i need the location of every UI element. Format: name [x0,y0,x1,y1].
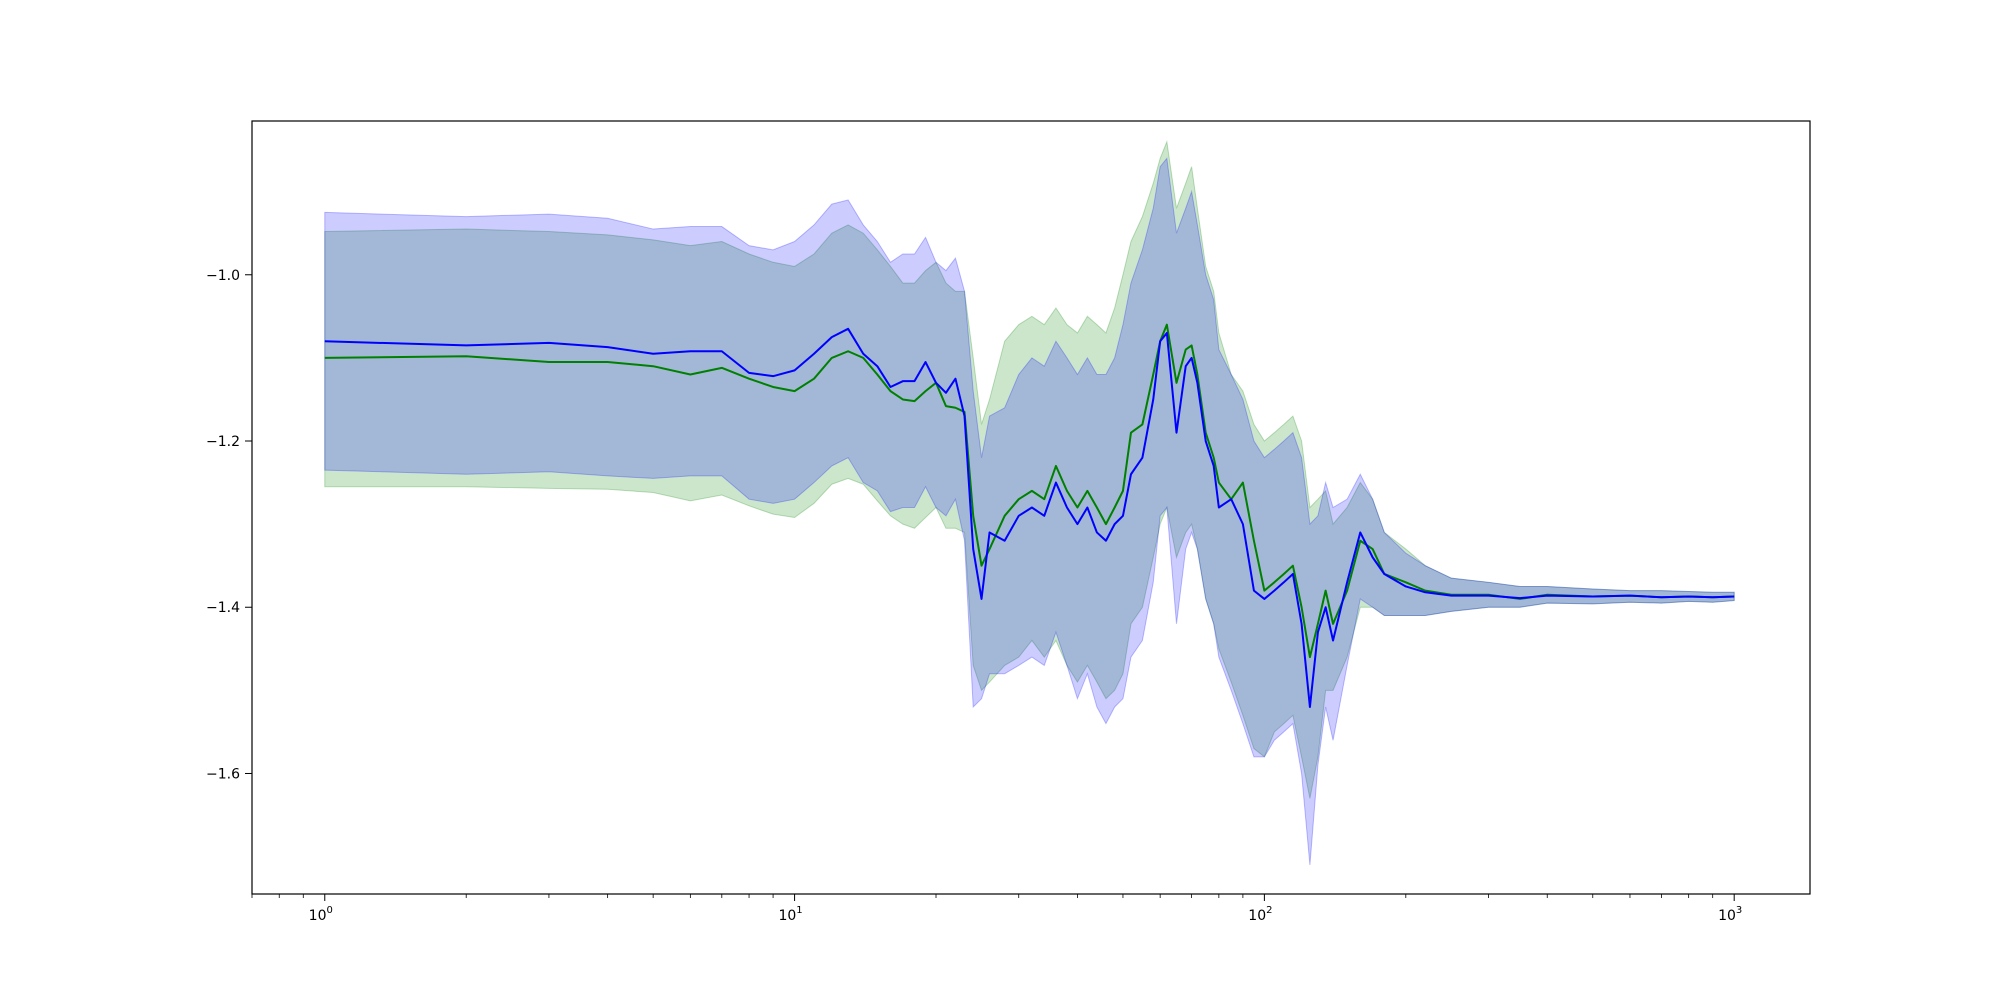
plot-frame [251,120,1811,895]
y-tick-label: −1.2 [206,434,240,450]
x-tick-label: 103 [1718,905,1742,924]
y-tick-label: −1.0 [206,268,240,284]
y-tick-label: −1.4 [206,600,240,616]
x-axis: 100 101 102 103 [251,894,1742,924]
green-confidence-band [324,139,1735,799]
y-axis: −1.0 −1.2 −1.4 −1.6 [206,268,252,782]
x-tick-label: 102 [1248,905,1272,924]
blue-confidence-band [324,157,1735,865]
series-lines [324,323,1735,708]
green-series-line [324,323,1735,659]
blue-series-line [324,327,1735,708]
x-tick-label: 100 [309,905,333,924]
y-tick-label: −1.6 [206,766,240,782]
x-tick-label: 101 [778,905,802,924]
confidence-bands [324,139,1735,865]
